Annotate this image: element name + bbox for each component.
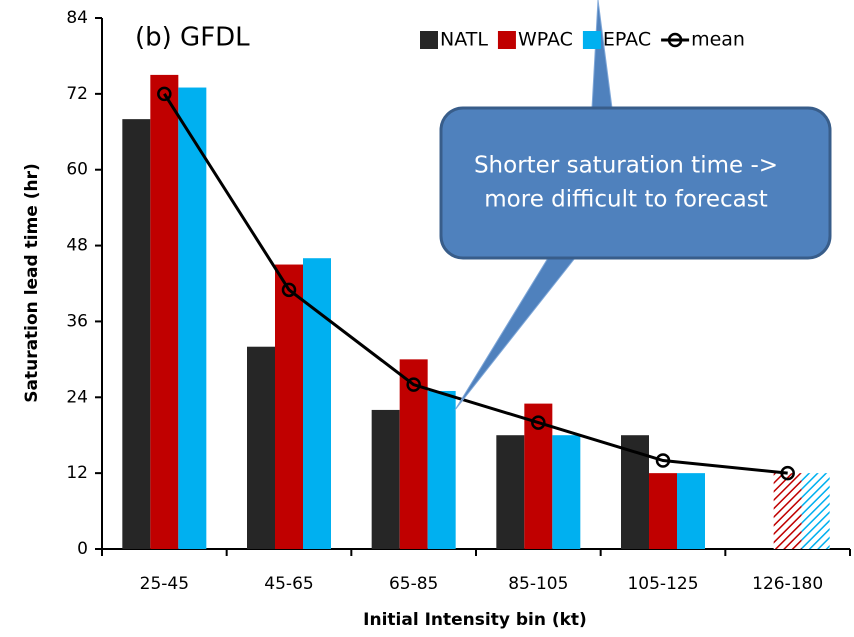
panel-label: (b) GFDL: [135, 23, 250, 53]
legend-label: NATL: [440, 29, 488, 51]
bar: [275, 264, 303, 549]
legend-swatch: [420, 31, 438, 49]
mean-marker: [780, 465, 795, 481]
bar: [773, 473, 802, 549]
bar: [247, 346, 275, 549]
x-tick-label: 85-105: [508, 574, 568, 594]
mean-marker: [655, 453, 671, 468]
x-tick-label: 126-180: [752, 574, 823, 594]
callout-pointer: [591, 0, 613, 109]
bar: [649, 473, 677, 549]
legend-swatch: [497, 31, 516, 49]
x-tick-label: 105-125: [627, 574, 698, 594]
mean-marker: [531, 415, 546, 430]
mean-line: [163, 93, 788, 475]
y-tick-label: 48: [66, 236, 88, 256]
bar: [801, 473, 830, 549]
x-tick-label: 25-45: [140, 574, 189, 594]
legend-swatch: [582, 31, 601, 49]
bar: [496, 435, 525, 549]
y-tick-label: 84: [66, 8, 88, 28]
bar: [427, 390, 456, 549]
bar: [677, 473, 705, 549]
y-tick-label: 72: [66, 84, 88, 104]
bar: [178, 87, 207, 550]
bar: [371, 409, 400, 549]
y-axis-label: Saturation lead time (hr): [22, 163, 42, 403]
bar: [552, 435, 581, 549]
x-axis-label: Initial Intensity bin (kt): [363, 610, 587, 630]
callout-text: more difficult to forecast: [484, 187, 767, 213]
x-tick-label: 65-85: [389, 574, 438, 594]
mean-marker: [157, 86, 172, 102]
x-tick-label: 45-65: [264, 574, 313, 594]
y-tick-label: 24: [66, 387, 88, 407]
bar: [303, 258, 331, 549]
y-tick-label: 60: [66, 160, 88, 180]
mean-marker: [281, 282, 297, 298]
legend-label: mean: [691, 29, 745, 51]
bar: [122, 119, 151, 550]
y-tick-label: 0: [77, 539, 88, 559]
mean-marker: [406, 377, 421, 392]
legend-marker: [667, 32, 683, 48]
callout-pointer: [454, 257, 577, 411]
callout-box: [439, 106, 832, 260]
y-tick-label: 12: [66, 463, 88, 483]
legend-label: WPAC: [518, 29, 573, 51]
bar: [150, 74, 179, 550]
y-tick-label: 36: [66, 311, 88, 331]
legend-label: EPAC: [603, 29, 651, 51]
callout-text: Shorter saturation time ->: [474, 153, 778, 179]
